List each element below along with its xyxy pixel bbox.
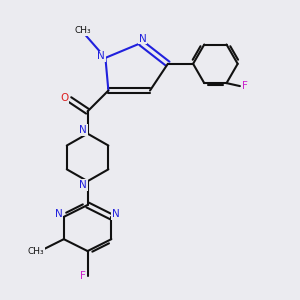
- Text: CH₃: CH₃: [27, 247, 44, 256]
- Text: F: F: [80, 271, 86, 281]
- Text: N: N: [79, 125, 87, 135]
- Text: N: N: [97, 51, 105, 62]
- Text: O: O: [60, 93, 68, 103]
- Text: N: N: [55, 209, 62, 220]
- Text: CH₃: CH₃: [75, 26, 92, 35]
- Text: N: N: [79, 180, 87, 190]
- Text: F: F: [242, 81, 248, 91]
- Text: N: N: [112, 209, 120, 220]
- Text: N: N: [139, 34, 146, 44]
